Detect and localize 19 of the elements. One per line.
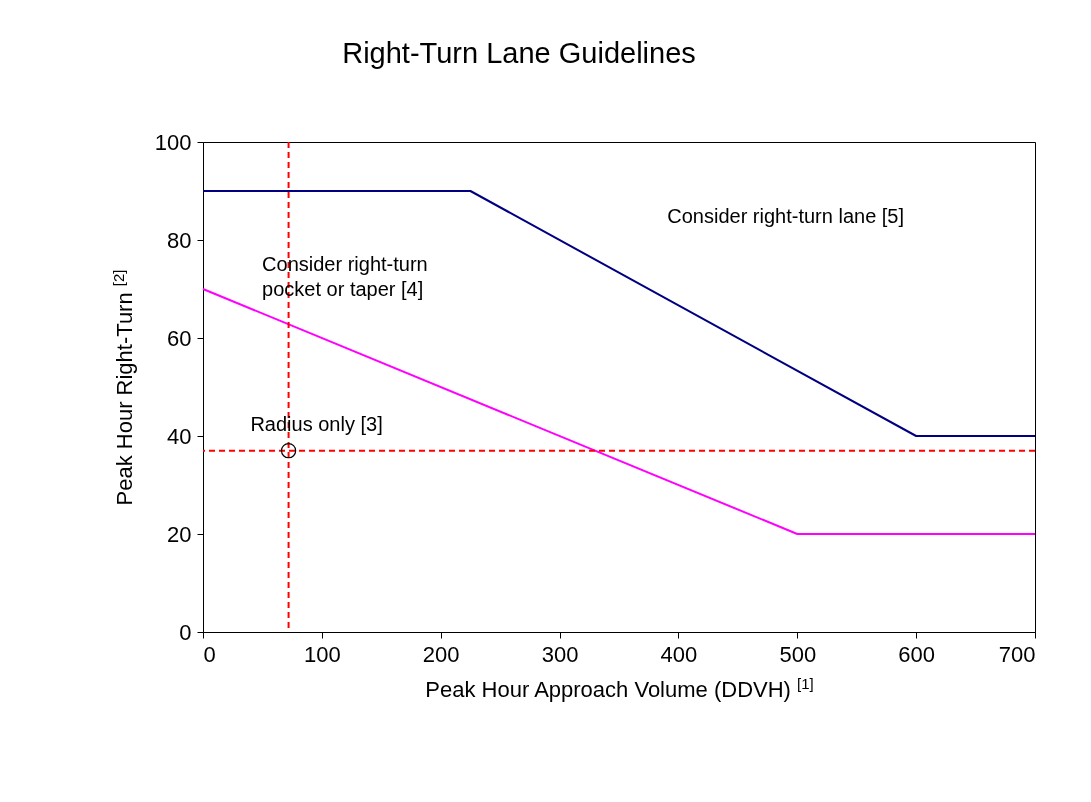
annotation: Radius only [3] <box>250 412 383 435</box>
x-axis-title: Peak Hour Approach Volume (DDVH) $^{[1]}$ <box>425 674 814 702</box>
y-tick-label: 80 <box>167 227 192 253</box>
y-tick-label: 0 <box>179 619 192 645</box>
x-tick-label: 700 <box>998 641 1036 667</box>
annotation: Consider right-turn lane [5] <box>667 204 905 227</box>
x-tick-label: 500 <box>779 641 817 667</box>
x-tick-label: 300 <box>541 641 579 667</box>
x-tick-label: 0 <box>203 641 216 667</box>
y-tick-label: 40 <box>167 423 192 449</box>
y-tick-label: 20 <box>167 521 192 547</box>
y-tick-label: 100 <box>154 129 192 155</box>
y-tick-label: 60 <box>167 325 192 351</box>
x-tick-label: 100 <box>304 641 341 667</box>
chart-title: Right-Turn Lane Guidelines <box>342 37 696 69</box>
x-tick-label: 600 <box>898 641 935 667</box>
annotation: Consider right-turn pocket or taper [4] <box>262 252 428 300</box>
x-tick-label: 200 <box>422 641 460 667</box>
x-tick-label: 400 <box>660 641 698 667</box>
